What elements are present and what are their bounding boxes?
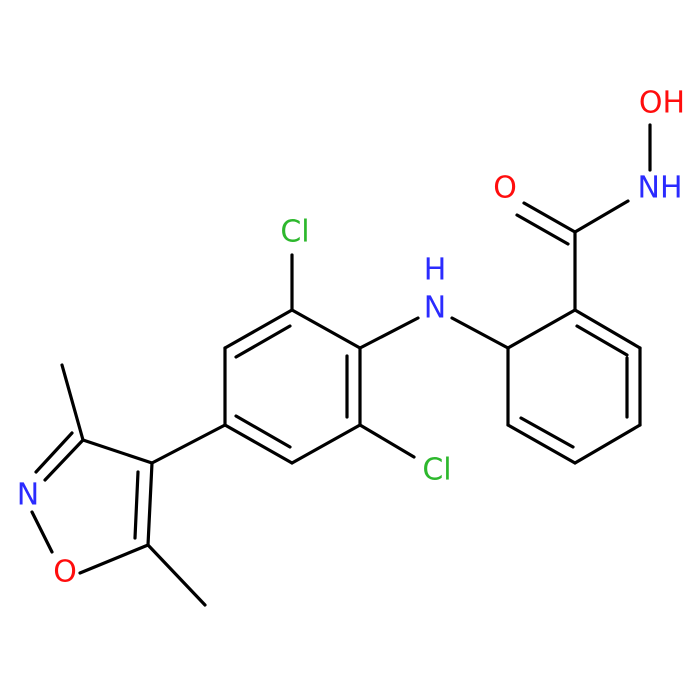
atom-label: Cl [422, 453, 451, 488]
atom-label: NH [638, 171, 683, 206]
atom-label: H [424, 253, 447, 288]
atom-label: N [424, 291, 446, 326]
atom-label: O [53, 555, 77, 590]
atom-label: O [493, 171, 517, 206]
atom-label: Cl [280, 215, 309, 250]
atom-label: OH [639, 86, 685, 121]
atom-label: N [17, 478, 39, 513]
bonds [30, 123, 652, 607]
